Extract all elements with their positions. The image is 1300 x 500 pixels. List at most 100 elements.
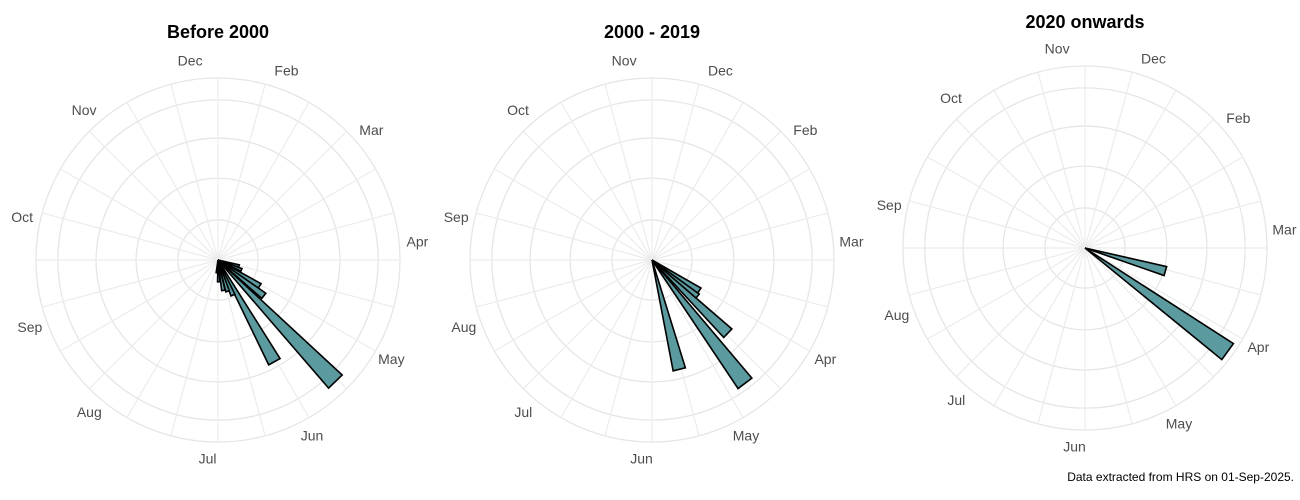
grid-spoke xyxy=(1037,247,1086,424)
month-label: Nov xyxy=(612,52,637,68)
grid-spoke xyxy=(126,259,219,418)
grid-spoke xyxy=(217,130,348,261)
grid-spoke xyxy=(60,168,219,261)
grid-spoke xyxy=(909,247,1086,296)
polar-chart-2000-2019: Dec Feb Mar Apr May Jun Jul Aug Sep Oct Nov 2000 - … xyxy=(444,22,864,467)
grid-spoke xyxy=(494,259,653,352)
polar-chart-2020-onwards: Dec Feb Mar Apr May Jun Jul Aug Sep Oct Nov 2020 on… xyxy=(877,12,1297,455)
month-label: Jul xyxy=(199,451,217,467)
grid-spoke xyxy=(1084,118,1215,249)
month-label: Oct xyxy=(940,90,962,106)
grid-spoke xyxy=(651,168,810,261)
grid-spoke xyxy=(42,259,219,308)
month-label: Aug xyxy=(884,307,909,323)
month-label: Dec xyxy=(708,63,733,79)
polar-bar xyxy=(215,259,219,274)
month-label: Jun xyxy=(301,427,324,443)
chart-title: Before 2000 xyxy=(167,22,269,42)
polar-bar xyxy=(1084,247,1168,277)
grid-spoke xyxy=(1084,72,1133,249)
grid-spoke xyxy=(1084,247,1133,424)
grid-spoke xyxy=(560,102,653,261)
month-label: Oct xyxy=(507,102,529,118)
month-label: Jun xyxy=(1063,439,1086,455)
grid-spoke xyxy=(126,102,219,261)
grid-spoke xyxy=(1084,156,1243,249)
polar-bar xyxy=(651,259,687,372)
grid-spoke xyxy=(476,212,653,261)
grid-spoke xyxy=(909,200,1086,249)
grid-spoke xyxy=(651,259,744,418)
bar-group xyxy=(1084,247,1235,361)
month-label: Dec xyxy=(178,52,203,68)
month-labels: Dec Feb Mar Apr May Jun Jul Aug Sep Oct Nov xyxy=(877,40,1297,454)
polar-bar xyxy=(217,259,344,390)
polar-grid xyxy=(902,65,1268,431)
grid-spoke xyxy=(1084,247,1215,378)
polar-bar xyxy=(217,259,267,300)
grid-spoke xyxy=(604,84,653,261)
month-label: Aug xyxy=(77,404,102,420)
month-label: Feb xyxy=(1226,110,1250,126)
month-label: Jul xyxy=(514,404,532,420)
month-label: Oct xyxy=(11,209,33,225)
month-label: May xyxy=(733,427,759,443)
month-label: May xyxy=(1166,415,1192,431)
grid-spoke xyxy=(522,259,653,390)
month-label: Aug xyxy=(451,319,476,335)
month-label: Mar xyxy=(839,233,863,249)
month-label: Sep xyxy=(444,209,469,225)
polar-bar xyxy=(651,259,734,339)
month-label: Nov xyxy=(72,102,97,118)
grid-spoke xyxy=(1084,90,1177,249)
grid-spoke xyxy=(170,259,219,436)
grid-spoke xyxy=(993,90,1086,249)
grid-spoke xyxy=(1037,72,1086,249)
polar-bar xyxy=(1084,247,1235,361)
grid-spoke xyxy=(217,212,394,261)
grid-spoke xyxy=(955,118,1086,249)
grid-spoke xyxy=(1084,200,1261,249)
month-label: Sep xyxy=(877,197,902,213)
grid-spoke xyxy=(494,168,653,261)
grid-spoke xyxy=(560,259,653,418)
polar-panel-2000-2019: Dec Feb Mar Apr May Jun Jul Aug Sep Oct Nov 2000 - … xyxy=(435,0,870,470)
month-label: Apr xyxy=(1247,339,1269,355)
grid-spoke xyxy=(651,212,828,261)
polar-bar xyxy=(651,259,754,390)
grid-spoke xyxy=(88,259,219,390)
month-labels: Feb Mar Apr May Jun Jul Aug Sep Oct Nov Dec xyxy=(11,52,428,466)
grid-spoke xyxy=(217,102,310,261)
month-label: Apr xyxy=(814,351,836,367)
bar-group xyxy=(215,259,344,390)
grid-spoke xyxy=(1084,247,1243,340)
month-label: Jul xyxy=(947,392,965,408)
grid-spoke xyxy=(651,130,782,261)
month-label: Feb xyxy=(274,63,298,79)
month-labels: Dec Feb Mar Apr May Jun Jul Aug Sep Oct Nov xyxy=(444,52,864,466)
polar-chart-before-2000: Feb Mar Apr May Jun Jul Aug Sep Oct Nov Dec Before … xyxy=(11,22,428,467)
month-label: Mar xyxy=(1272,221,1296,237)
month-label: Sep xyxy=(17,319,42,335)
month-label: Dec xyxy=(1141,51,1166,67)
grid-spoke xyxy=(217,259,394,308)
grid-spoke xyxy=(476,259,653,308)
grid-spoke xyxy=(217,168,376,261)
grid-spoke xyxy=(170,84,219,261)
grid-spoke xyxy=(927,247,1086,340)
grid-spoke xyxy=(217,84,266,261)
polar-panel-2020-onwards: Dec Feb Mar Apr May Jun Jul Aug Sep Oct Nov 2020 on… xyxy=(870,0,1300,470)
chart-title: 2020 onwards xyxy=(1025,12,1144,32)
grid-spoke xyxy=(651,102,744,261)
grid-spoke xyxy=(955,247,1086,378)
month-label: Jun xyxy=(630,451,653,467)
month-label: May xyxy=(378,351,404,367)
grid-spoke xyxy=(993,247,1086,406)
month-label: Mar xyxy=(359,122,383,138)
chart-title: 2000 - 2019 xyxy=(604,22,700,42)
grid-spoke xyxy=(927,156,1086,249)
grid-spoke xyxy=(1084,247,1177,406)
month-label: Nov xyxy=(1045,40,1070,56)
polar-panel-before-2000: Feb Mar Apr May Jun Jul Aug Sep Oct Nov Dec Before … xyxy=(0,0,435,470)
grid-spoke xyxy=(651,84,700,261)
